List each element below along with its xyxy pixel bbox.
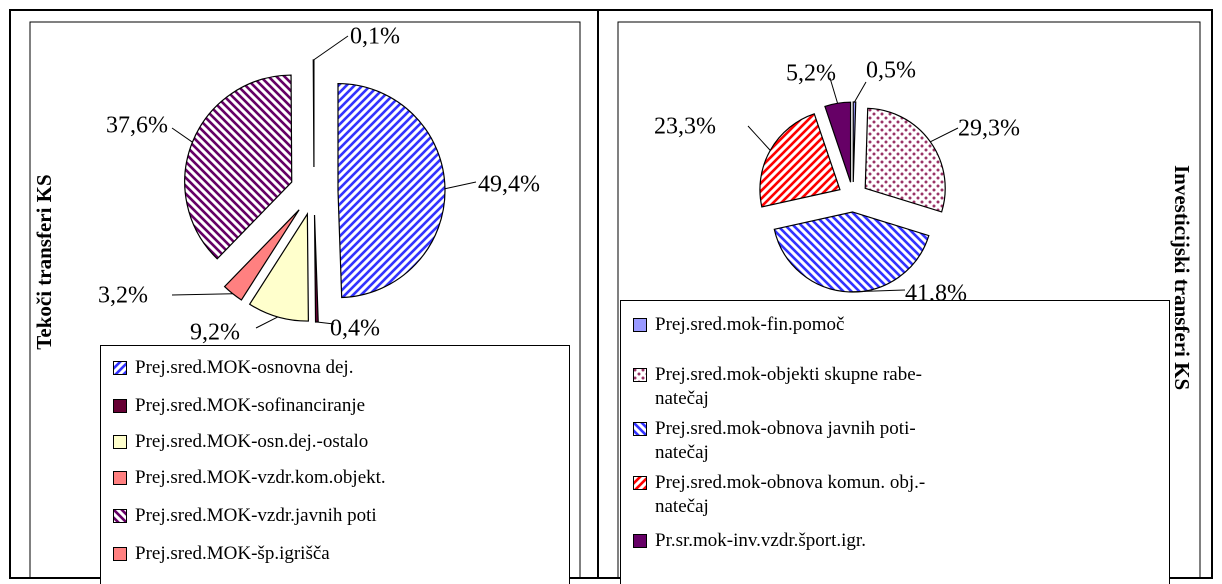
legend-item: Pr.sr.mok-inv.vzdr.šport.igr. bbox=[633, 529, 866, 553]
legend-item: Prej.sred.MOK-vzdr.kom.objekt. bbox=[113, 466, 386, 490]
pie-slice bbox=[852, 101, 857, 183]
data-label: 23,3% bbox=[654, 114, 716, 140]
legend-label: Prej.sred.mok-fin.pomoč bbox=[655, 314, 845, 335]
chart-title: Investicijski transferi KS bbox=[1170, 165, 1194, 390]
leader-line bbox=[747, 125, 771, 151]
legend-label: Prej.sred.MOK-šp.igrišča bbox=[135, 543, 330, 564]
pie-slice bbox=[864, 107, 946, 213]
legend-label: Prej.sred.mok-obnova javnih poti- nateča… bbox=[655, 418, 916, 463]
swatch bbox=[113, 509, 127, 523]
legend-label: Prej.sred.mok-obnova komun. obj.- nateča… bbox=[655, 472, 926, 517]
legend-label: Prej.sred.mok-objekti skupne rabe- nateč… bbox=[655, 364, 922, 409]
swatch bbox=[113, 471, 127, 485]
pie-slice bbox=[313, 214, 319, 323]
legend: Prej.sred.MOK-osnovna dej. Prej.sred.MOK-… bbox=[100, 345, 570, 584]
leader-line bbox=[930, 127, 959, 143]
data-label: 0,5% bbox=[866, 58, 916, 84]
leader-line bbox=[171, 293, 233, 296]
legend-swatch bbox=[633, 368, 647, 382]
legend-swatch bbox=[633, 534, 647, 548]
data-label: 3,2% bbox=[98, 283, 148, 309]
legend-swatch bbox=[113, 361, 127, 375]
data-label: 37,6% bbox=[106, 113, 168, 139]
legend-label: Prej.sred.MOK-sofinanciranje bbox=[135, 395, 366, 416]
swatch bbox=[633, 476, 647, 490]
leader-line bbox=[255, 316, 279, 329]
pie-slice bbox=[337, 82, 446, 299]
legend-item: Prej.sred.mok-obnova komun. obj.- nateča… bbox=[633, 471, 925, 519]
leader-line bbox=[849, 289, 906, 293]
swatch bbox=[633, 318, 647, 332]
legend-label: Prej.sred.MOK-osn.dej.-ostalo bbox=[135, 431, 369, 452]
legend-item: Prej.sred.mok-obnova javnih poti- nateča… bbox=[633, 417, 916, 465]
legend-item: Prej.sred.MOK-sofinanciranje bbox=[113, 394, 365, 418]
leader-line bbox=[829, 77, 839, 104]
pie-slice bbox=[312, 59, 315, 168]
pie-slice bbox=[759, 113, 841, 208]
legend-swatch bbox=[633, 318, 647, 332]
legend-swatch bbox=[113, 435, 127, 449]
legend-swatch bbox=[113, 399, 127, 413]
chart-title: Tekoči transferi KS bbox=[32, 174, 56, 349]
pie-slice bbox=[184, 74, 293, 260]
legend-swatch bbox=[113, 471, 127, 485]
leader-line bbox=[313, 35, 349, 61]
leader-line bbox=[854, 81, 867, 103]
legend-item: Prej.sred.mok-objekti skupne rabe- nateč… bbox=[633, 363, 922, 411]
legend-item: Prej.sred.MOK-osn.dej.-ostalo bbox=[113, 430, 368, 454]
pie-slice bbox=[223, 209, 300, 301]
swatch bbox=[113, 435, 127, 449]
data-label: 9,2% bbox=[190, 320, 240, 346]
swatch bbox=[113, 399, 127, 413]
data-label: 0,1% bbox=[350, 24, 400, 50]
data-label: 0,4% bbox=[330, 316, 380, 342]
swatch bbox=[633, 422, 647, 436]
legend-item: Prej.sred.MOK-vzdr.javnih poti bbox=[113, 504, 377, 528]
swatch bbox=[113, 361, 127, 375]
legend-swatch bbox=[633, 476, 647, 490]
outer-frame bbox=[9, 9, 1213, 579]
leader-line bbox=[171, 127, 193, 143]
legend-label: Prej.sred.MOK-vzdr.javnih poti bbox=[135, 505, 377, 526]
legend-label: Pr.sr.mok-inv.vzdr.šport.igr. bbox=[655, 530, 866, 551]
pie-slice bbox=[248, 212, 309, 322]
swatch bbox=[113, 547, 127, 561]
swatch bbox=[633, 368, 647, 382]
legend-item: Prej.sred.mok-fin.pomoč bbox=[633, 313, 844, 337]
leader-line bbox=[444, 181, 477, 190]
legend-swatch bbox=[633, 422, 647, 436]
legend: Prej.sred.mok-fin.pomoč Prej.sred.mok-obj… bbox=[620, 300, 1170, 584]
data-label: 29,3% bbox=[958, 116, 1020, 142]
data-label: 5,2% bbox=[786, 61, 836, 87]
legend-swatch bbox=[113, 509, 127, 523]
legend-label: Prej.sred.MOK-vzdr.kom.objekt. bbox=[135, 467, 386, 488]
legend-swatch bbox=[113, 547, 127, 561]
data-label: 49,4% bbox=[478, 172, 540, 198]
legend-item: Prej.sred.MOK-osnovna dej. bbox=[113, 356, 353, 380]
leader-line bbox=[316, 321, 335, 325]
legend-label: Prej.sred.MOK-osnovna dej. bbox=[135, 357, 354, 378]
swatch bbox=[633, 534, 647, 548]
legend-item: Prej.sred.MOK-šp.igrišča bbox=[113, 542, 330, 566]
